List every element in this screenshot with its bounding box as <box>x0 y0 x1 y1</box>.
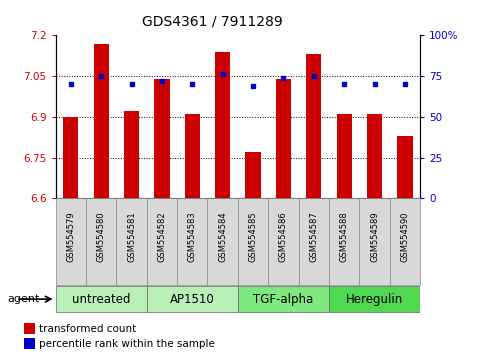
Text: GSM554584: GSM554584 <box>218 211 227 262</box>
Bar <box>185 114 200 198</box>
Bar <box>63 117 78 198</box>
Bar <box>177 198 208 285</box>
Text: GSM554586: GSM554586 <box>279 211 288 262</box>
Bar <box>329 198 359 285</box>
Bar <box>306 55 322 198</box>
Text: untreated: untreated <box>72 293 130 306</box>
Text: GDS4361 / 7911289: GDS4361 / 7911289 <box>142 14 283 28</box>
Bar <box>94 44 109 198</box>
Bar <box>147 286 238 312</box>
Text: agent: agent <box>7 294 40 304</box>
Bar <box>268 198 298 285</box>
Text: GSM554588: GSM554588 <box>340 211 349 262</box>
Bar <box>86 198 116 285</box>
Bar <box>24 338 35 349</box>
Bar <box>116 198 147 285</box>
Bar <box>359 198 390 285</box>
Bar <box>215 52 230 198</box>
Bar <box>238 286 329 312</box>
Bar <box>56 198 86 285</box>
Bar <box>298 198 329 285</box>
Bar <box>398 136 412 198</box>
Text: GSM554585: GSM554585 <box>249 211 257 262</box>
Bar <box>390 198 420 285</box>
Bar <box>238 198 268 285</box>
Bar <box>329 286 420 312</box>
Bar <box>245 152 261 198</box>
Text: GSM554589: GSM554589 <box>370 211 379 262</box>
Bar <box>276 79 291 198</box>
Text: transformed count: transformed count <box>39 324 137 334</box>
Text: GSM554587: GSM554587 <box>309 211 318 262</box>
Bar <box>24 324 35 334</box>
Text: GSM554583: GSM554583 <box>188 211 197 262</box>
Text: GSM554582: GSM554582 <box>157 211 167 262</box>
Bar <box>56 286 147 312</box>
Bar <box>337 114 352 198</box>
Text: Heregulin: Heregulin <box>346 293 403 306</box>
Text: AP1510: AP1510 <box>170 293 214 306</box>
Text: GSM554590: GSM554590 <box>400 211 410 262</box>
Text: GSM554579: GSM554579 <box>66 211 75 262</box>
Bar <box>367 114 382 198</box>
Bar <box>147 198 177 285</box>
Text: GSM554580: GSM554580 <box>97 211 106 262</box>
Bar <box>154 79 170 198</box>
Text: GSM554581: GSM554581 <box>127 211 136 262</box>
Bar <box>124 112 139 198</box>
Text: TGF-alpha: TGF-alpha <box>254 293 313 306</box>
Bar <box>208 198 238 285</box>
Text: percentile rank within the sample: percentile rank within the sample <box>39 339 215 349</box>
